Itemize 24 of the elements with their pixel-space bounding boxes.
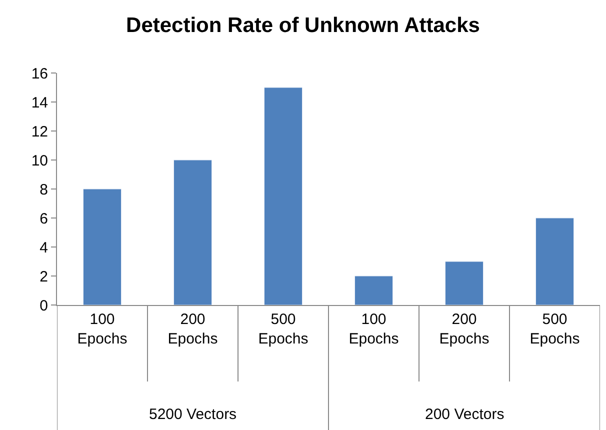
x-tick-label: 200 Epochs [439, 311, 490, 348]
y-tick-label: 14 [31, 94, 48, 112]
text: 200 Vectors [425, 406, 504, 423]
bar [354, 276, 394, 305]
bar [83, 188, 122, 305]
y-tick-label: 10 [31, 152, 48, 170]
y-tick-label: 8 [40, 181, 48, 198]
bar [536, 218, 574, 305]
x-tick-label: 500 Epochs [530, 311, 580, 348]
y-tick-label: 2 [40, 268, 48, 286]
y-tick-label: 12 [31, 123, 48, 140]
x-tick-label: 500 Epochs [258, 311, 308, 348]
y-tick-label: 16 [31, 65, 48, 82]
bar [174, 160, 212, 305]
bar [445, 261, 484, 305]
y-tick-label: 4 [40, 239, 48, 256]
text: 5200 Vectors [149, 406, 237, 423]
x-tick-label: 200 Epochs [168, 311, 218, 348]
x-tick-label: 100 Epochs [348, 311, 399, 348]
y-tick-label: 0 [40, 297, 48, 314]
chart-title: Detection Rate of Unknown Attacks [126, 14, 480, 37]
y-tick-label: 6 [40, 210, 48, 228]
x-tick-label: 100 Epochs [77, 311, 128, 348]
bar [264, 87, 303, 305]
